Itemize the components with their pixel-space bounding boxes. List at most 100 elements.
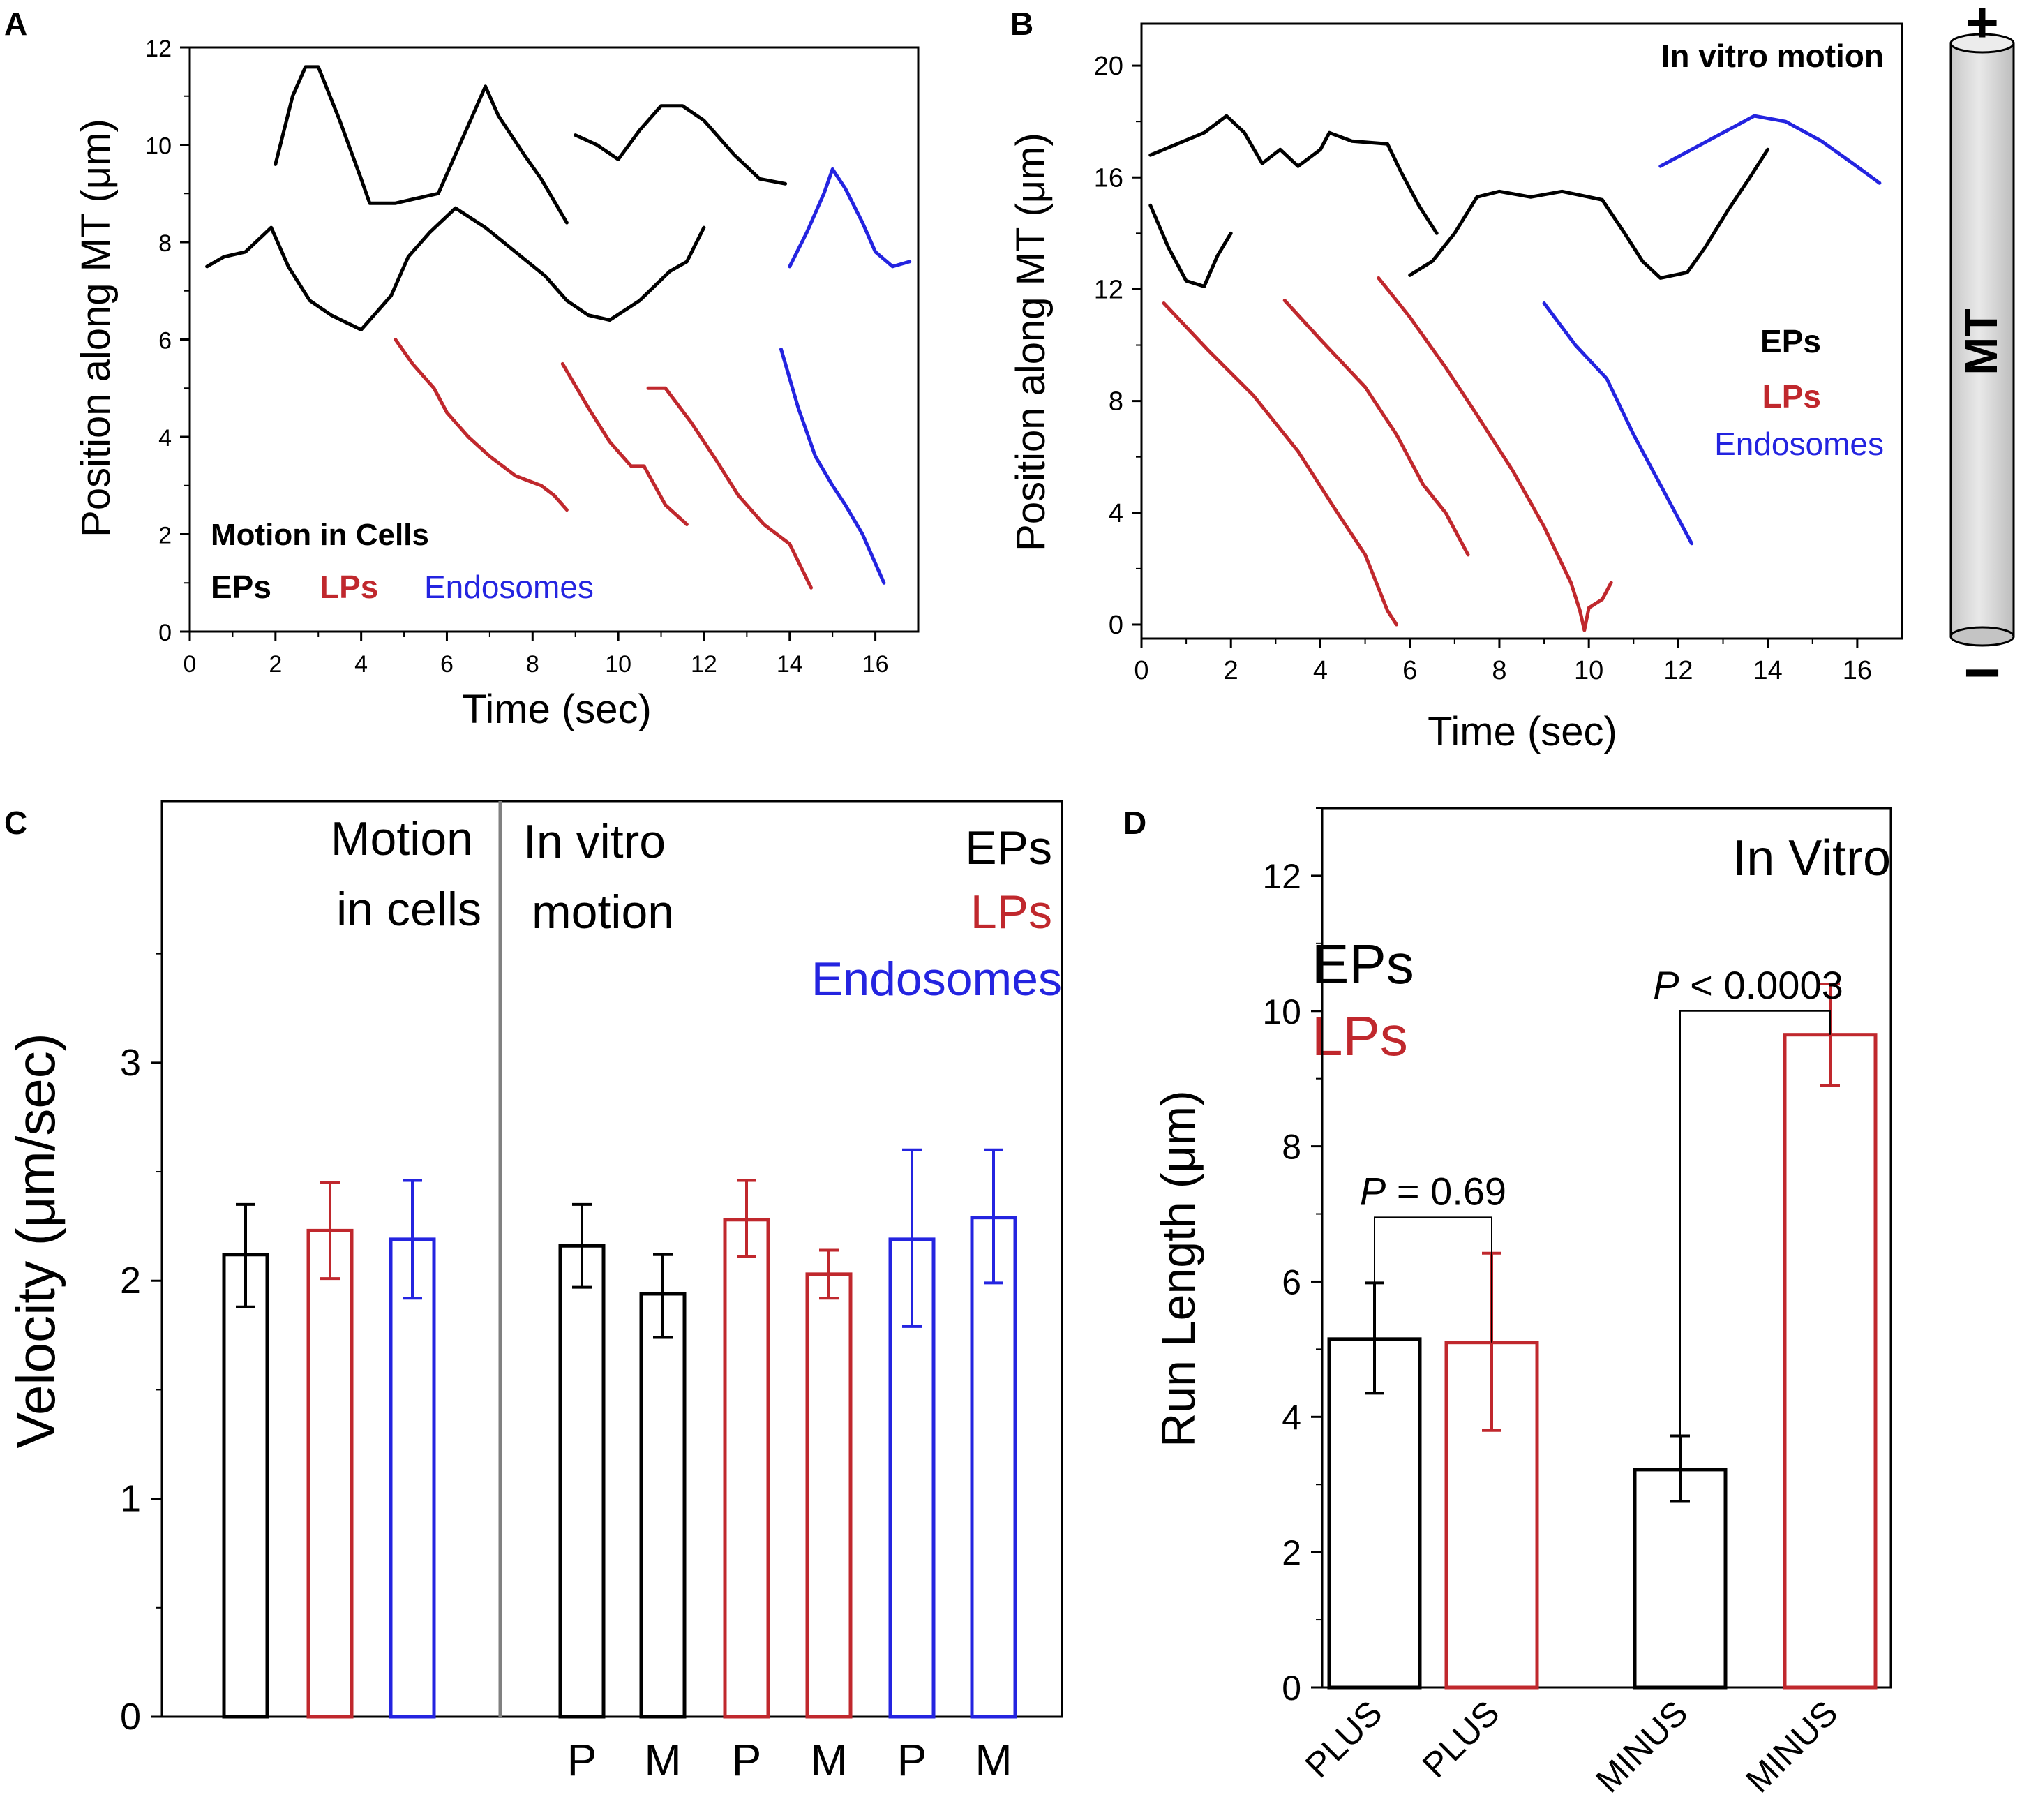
panel-a-y-tick-label-5: 10: [145, 133, 172, 160]
panel-a-x-tick-label-8: 16: [862, 651, 889, 678]
panel-d-p-value-0: P = 0.69: [1360, 1169, 1506, 1213]
panel-c-legend-endosomes: Endosomes: [811, 953, 1062, 1006]
microtubule-label: MT: [1955, 308, 2007, 375]
panel-d-title: In Vitro: [1732, 830, 1891, 886]
panel-label-a: A: [4, 6, 27, 42]
microtubule-bottom-cap: [1949, 626, 2015, 647]
panel-c-y-tick-label-3: 3: [120, 1042, 141, 1084]
panel-b-y-axis-label: Position along MT (μm): [1008, 133, 1054, 551]
panel-a-y-tick-label-1: 2: [158, 523, 172, 549]
panel-c-velocity-bar-chart: Velocity (μm/sec) Motion in cells In vit…: [5, 800, 1063, 1785]
panel-c-group2-title-line1: In vitro: [523, 815, 666, 868]
panel-c-bar-6: [805, 1272, 853, 1719]
panel-d-legend-lps: LPs: [1312, 1005, 1408, 1067]
panel-b-x-tick-label-4: 8: [1492, 656, 1506, 685]
panel-a-trace-eps-2: [574, 104, 788, 186]
panel-a-trajectory-chart: Time (sec) Position along MT (μm) Motion…: [73, 36, 920, 732]
minus-end-label: −: [1963, 637, 2001, 708]
panel-a-trace-endosomes-7: [788, 167, 912, 269]
plus-end-label: +: [1965, 0, 1999, 54]
panel-b-trace-endosomes-7: [1658, 114, 1882, 185]
panel-a-x-tick-label-3: 6: [440, 651, 454, 678]
panel-a-trace-lps-3: [394, 338, 569, 512]
panel-b-trace-lps-5: [1377, 276, 1613, 632]
panel-b-y-tick-label-2: 8: [1109, 387, 1123, 417]
panel-d-significance-bracket-1: [1679, 1010, 1831, 1470]
panel-a-x-tick-label-4: 8: [526, 651, 539, 678]
panel-d-category-label-1: PLUS: [1415, 1693, 1507, 1785]
panel-b-legend-endosomes: Endosomes: [1714, 426, 1884, 462]
panel-c-bar-5: [723, 1218, 770, 1719]
panel-b-trace-eps-1: [1148, 203, 1233, 288]
panel-d-run-length-bar-chart: In Vitro Run Length (μm) EPs LPs 0 2 4 6 8 10…: [1152, 807, 1892, 1800]
panel-label-c: C: [4, 805, 27, 841]
panel-a-annotation: Motion in Cells: [211, 518, 429, 552]
panel-b-trajectory-chart: Time (sec) Position along MT (μm) In vit…: [1008, 22, 1903, 754]
panel-d-legend-eps: EPs: [1312, 933, 1414, 995]
panel-c-bar-0: [222, 1253, 269, 1719]
panel-label-b: B: [1010, 6, 1033, 42]
panel-c-category-label-4: M: [644, 1735, 681, 1785]
panel-b-trace-lps-4: [1282, 299, 1470, 557]
panel-b-y-tick-label-3: 12: [1094, 275, 1123, 304]
panel-c-category-label-3: P: [567, 1735, 597, 1785]
panel-b-x-tick-label-1: 2: [1224, 656, 1238, 685]
panel-a-trace-lps-4: [560, 361, 689, 526]
panel-b-x-tick-label-3: 6: [1402, 656, 1417, 685]
panel-c-bar-1: [306, 1228, 354, 1719]
panel-a-y-axis-label: Position along MT (μm): [73, 119, 119, 537]
panel-a-x-axis-label: Time (sec): [462, 687, 652, 732]
panel-d-y-tick-label-1: 2: [1282, 1533, 1301, 1572]
panel-d-y-tick-label-0: 0: [1282, 1669, 1301, 1708]
panel-d-category-label-0: PLUS: [1298, 1693, 1390, 1785]
microtubule-icon: MT + −: [1949, 0, 2015, 708]
panel-a-x-tick-label-1: 2: [269, 651, 282, 678]
panel-c-bar-4: [639, 1292, 687, 1719]
panel-b-x-tick-label-2: 4: [1313, 656, 1328, 685]
panel-b-trace-eps-2: [1408, 147, 1770, 280]
panel-b-x-axis-label: Time (sec): [1428, 709, 1617, 754]
panel-b-x-tick-label-0: 0: [1134, 656, 1148, 685]
panel-c-bar-3: [558, 1244, 606, 1719]
panel-a-trace-eps-0: [274, 65, 569, 225]
panel-a-x-tick-label-6: 12: [691, 651, 717, 678]
panel-a-x-tick-label-7: 14: [777, 651, 803, 678]
panel-label-d: D: [1123, 805, 1146, 841]
panel-d-y-tick-label-4: 8: [1282, 1128, 1301, 1167]
panel-d-bar-3: [1783, 1033, 1878, 1690]
panel-c-legend-eps: EPs: [965, 821, 1052, 874]
panel-b-trace-endosomes-6: [1542, 301, 1694, 546]
panel-b-legend-eps: EPs: [1760, 323, 1821, 359]
panel-b-trace-eps-0: [1148, 114, 1439, 235]
panel-d-y-axis-label: Run Length (μm): [1152, 1090, 1205, 1447]
panel-c-plot-frame: [160, 800, 1063, 1718]
panel-d-category-label-2: MINUS: [1588, 1693, 1695, 1800]
panel-b-trace-lps-3: [1162, 301, 1398, 627]
panel-c-y-tick-label-2: 2: [120, 1260, 141, 1301]
panel-a-y-tick-label-2: 4: [158, 425, 172, 452]
panel-d-y-tick-label-6: 12: [1262, 857, 1301, 896]
panel-a-legend-endosomes: Endosomes: [424, 569, 594, 605]
panel-d-p-value-1: P < 0.0003: [1653, 963, 1843, 1007]
panel-b-x-tick-label-6: 12: [1663, 656, 1693, 685]
panel-c-bar-8: [970, 1216, 1017, 1719]
panel-d-plot-frame: [1321, 807, 1892, 1689]
microtubule-top-cap: [1949, 33, 2015, 54]
panel-c-bar-2: [389, 1237, 436, 1719]
panel-a-trace-lps-5: [646, 386, 813, 590]
panel-a-y-tick-label-4: 8: [158, 230, 172, 257]
panel-b-x-tick-label-8: 16: [1843, 656, 1872, 685]
panel-b-x-tick-label-5: 10: [1574, 656, 1603, 685]
panel-a-legend-eps: EPs: [211, 569, 271, 605]
panel-a-y-tick-label-0: 0: [158, 620, 172, 646]
panel-d-p-symbol-1: P: [1653, 963, 1679, 1007]
panel-a-legend-lps: LPs: [320, 569, 378, 605]
panel-c-group1-title-line1: Motion: [331, 812, 473, 865]
panel-b-y-tick-label-4: 16: [1094, 163, 1123, 193]
panel-c-y-tick-label-1: 1: [120, 1478, 141, 1520]
panel-b-plot-frame: [1140, 22, 1903, 640]
panel-c-category-label-6: M: [810, 1735, 847, 1785]
panel-c-group2-title-line2: motion: [532, 886, 674, 939]
panel-b-annotation: In vitro motion: [1661, 38, 1884, 74]
